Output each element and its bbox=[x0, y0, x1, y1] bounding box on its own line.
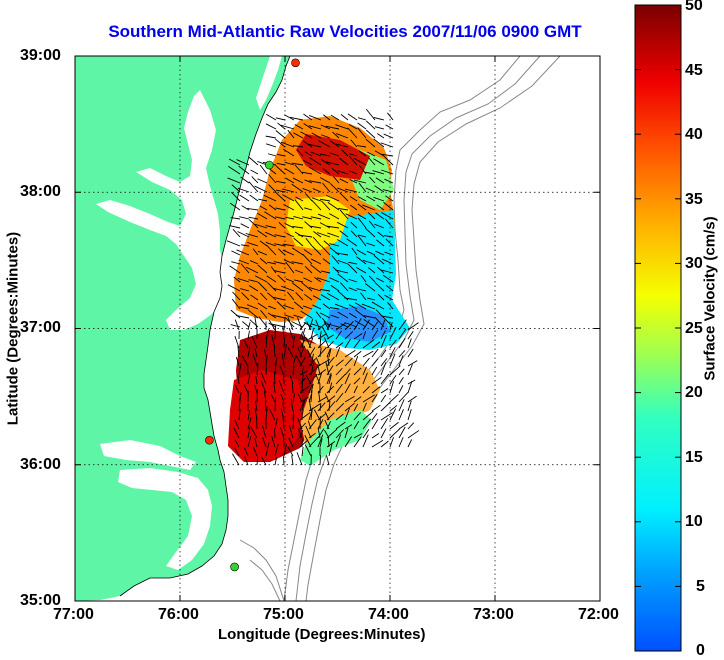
colorbar-tick: 50 bbox=[685, 0, 703, 15]
velocity-vector bbox=[265, 402, 266, 411]
colorbar-tick: 40 bbox=[685, 126, 703, 144]
colorbar-tick: 15 bbox=[685, 449, 703, 467]
colorbar-tick: 20 bbox=[685, 384, 703, 402]
colorbar-tick: 45 bbox=[685, 62, 703, 80]
station-marker bbox=[231, 563, 239, 571]
velocity-vector bbox=[320, 339, 321, 348]
velocity-vector bbox=[275, 326, 276, 339]
colorbar-tick: 35 bbox=[685, 191, 703, 209]
lat-tick: 38:00 bbox=[20, 183, 61, 201]
lat-tick: 39:00 bbox=[20, 47, 61, 65]
lon-tick: 75:00 bbox=[263, 606, 304, 624]
colorbar-tick: 5 bbox=[696, 578, 705, 596]
lon-tick: 72:00 bbox=[578, 606, 619, 624]
lon-tick: 77:00 bbox=[53, 606, 94, 624]
velocity-vector bbox=[320, 455, 321, 465]
colorbar-tick: 25 bbox=[685, 320, 703, 338]
station-marker bbox=[292, 59, 300, 67]
station-marker bbox=[205, 436, 213, 444]
lon-tick: 76:00 bbox=[158, 606, 199, 624]
x-axis-title: Longitude (Degrees:Minutes) bbox=[218, 626, 426, 643]
velocity-vector bbox=[283, 435, 284, 447]
colorbar-tick: 30 bbox=[685, 255, 703, 273]
velocity-vector bbox=[275, 397, 276, 411]
colorbar-tick: 10 bbox=[685, 513, 703, 531]
y-axis-title: Latitude (Degrees:Minutes) bbox=[5, 224, 22, 434]
station-marker bbox=[265, 161, 273, 169]
lat-tick: 36:00 bbox=[20, 456, 61, 474]
velocity-vector bbox=[283, 456, 284, 465]
colorbar bbox=[635, 5, 681, 651]
lon-tick: 74:00 bbox=[368, 606, 409, 624]
lon-tick: 73:00 bbox=[473, 606, 514, 624]
lat-tick: 37:00 bbox=[20, 319, 61, 337]
colorbar-title: Surface Velocity (cm/s) bbox=[702, 199, 719, 399]
colorbar-tick: 0 bbox=[696, 642, 705, 660]
